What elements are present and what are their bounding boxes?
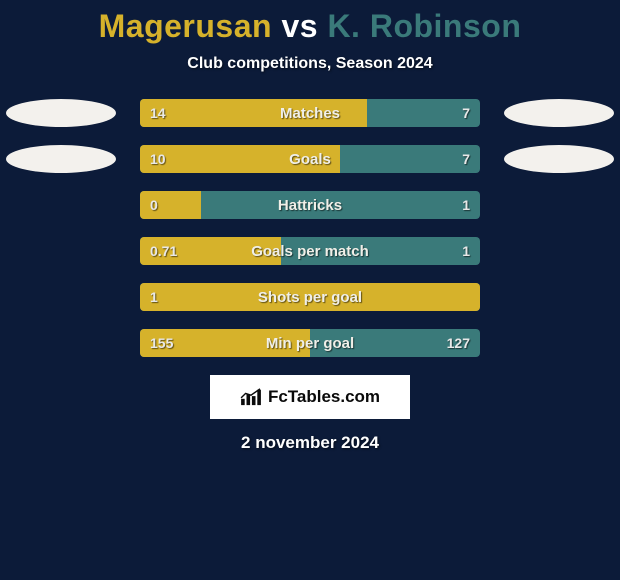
stat-row: 155127Min per goal [0, 329, 620, 357]
stat-value-left: 0.71 [140, 237, 187, 265]
stat-row: 01Hattricks [0, 191, 620, 219]
stat-value-left: 0 [140, 191, 168, 219]
stat-row: 0.711Goals per match [0, 237, 620, 265]
stat-bar: 1Shots per goal [140, 283, 480, 311]
page-title: Magerusan vs K. Robinson [0, 8, 620, 45]
chart-icon [240, 388, 262, 406]
stat-value-left: 155 [140, 329, 183, 357]
footer-site-name: FcTables.com [268, 387, 380, 407]
comparison-infographic: Magerusan vs K. Robinson Club competitio… [0, 0, 620, 580]
stat-bar: 107Goals [140, 145, 480, 173]
stat-value-left: 10 [140, 145, 176, 173]
player1-marker [6, 145, 116, 173]
stat-bar: 155127Min per goal [140, 329, 480, 357]
stat-value-right [460, 283, 480, 311]
stat-row: 147Matches [0, 99, 620, 127]
footer-badge: FcTables.com [210, 375, 410, 419]
stat-value-left: 1 [140, 283, 168, 311]
stat-bar: 0.711Goals per match [140, 237, 480, 265]
stat-bar: 01Hattricks [140, 191, 480, 219]
stat-value-right: 1 [452, 237, 480, 265]
player2-marker [504, 145, 614, 173]
stat-value-right: 1 [452, 191, 480, 219]
stat-value-right: 7 [452, 99, 480, 127]
player1-marker [6, 99, 116, 127]
stat-value-right: 127 [437, 329, 480, 357]
subtitle: Club competitions, Season 2024 [0, 55, 620, 73]
stat-value-left: 14 [140, 99, 176, 127]
stat-row: 107Goals [0, 145, 620, 173]
player2-marker [504, 99, 614, 127]
bar-fill-left [140, 283, 480, 311]
title-player1: Magerusan [99, 8, 272, 44]
title-vs: vs [281, 8, 318, 44]
title-player2: K. Robinson [327, 8, 521, 44]
footer-date: 2 november 2024 [0, 433, 620, 453]
stat-bar: 147Matches [140, 99, 480, 127]
stat-row: 1Shots per goal [0, 283, 620, 311]
stat-value-right: 7 [452, 145, 480, 173]
stats-rows: 147Matches107Goals01Hattricks0.711Goals … [0, 99, 620, 357]
